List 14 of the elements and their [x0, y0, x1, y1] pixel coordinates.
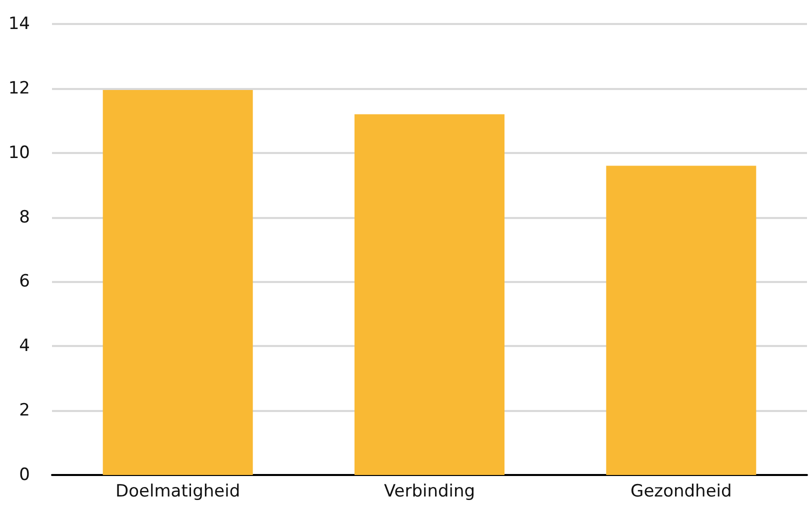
bar [606, 166, 756, 475]
bar [102, 90, 253, 475]
x-tick-label: Doelmatigheid [116, 482, 240, 502]
y-tick-label: 4 [19, 336, 30, 356]
y-tick-label: 6 [19, 272, 30, 292]
y-tick-label: 8 [19, 207, 30, 228]
y-tick-label: 10 [8, 142, 30, 163]
y-tick-label: 0 [19, 465, 30, 485]
bar [354, 114, 504, 475]
y-tick-label: 14 [8, 14, 30, 34]
x-tick-label: Verbinding [384, 482, 476, 502]
x-tick-label: Gezondheid [630, 482, 732, 502]
y-tick-label: 12 [8, 78, 30, 98]
y-tick-label: 2 [19, 400, 30, 421]
